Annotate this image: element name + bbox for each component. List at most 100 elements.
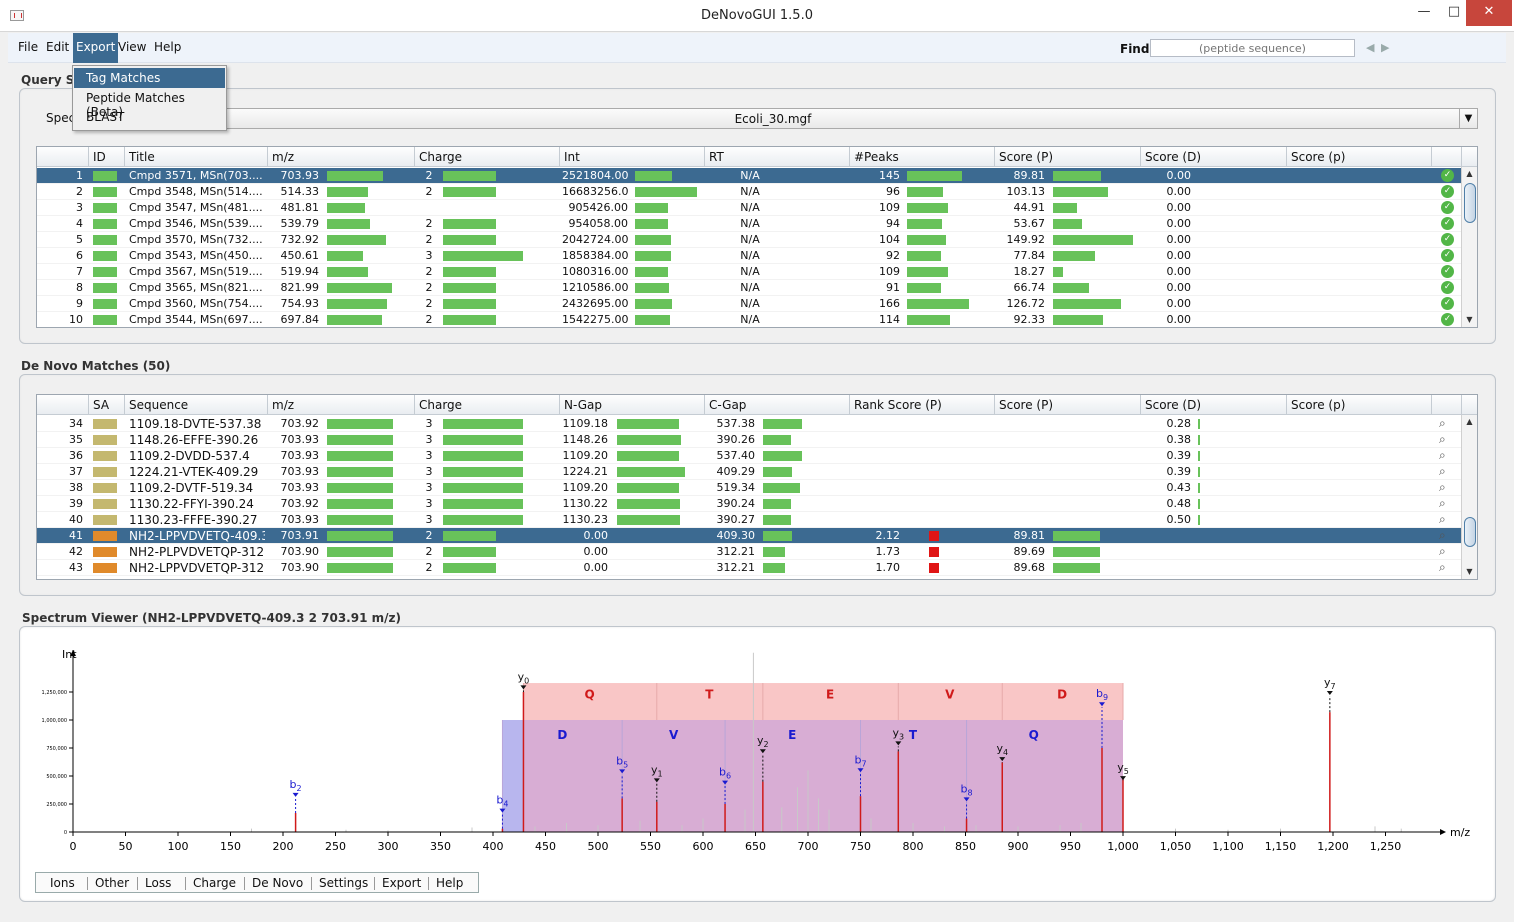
column-header[interactable]: Score (D) (1141, 395, 1287, 415)
column-header[interactable]: #Peaks (850, 147, 995, 167)
magnifier-icon[interactable]: ⌕ (1439, 496, 1446, 510)
table-row[interactable]: 38 1109.2-DVTF-519.34 703.93 3 1109.20 519.34… (37, 480, 1462, 496)
table-row[interactable]: 42 NH2-PLPVDVETQP-312.2 703.90 2 0.00 312.21 1… (37, 544, 1462, 560)
column-header[interactable]: Score (P) (995, 395, 1141, 415)
table-row[interactable]: 6 Cmpd 3543, MSn(450.... 450.61 3 1858384.00… (37, 248, 1462, 264)
scroll-down-icon[interactable]: ▼ (1466, 315, 1473, 324)
column-header[interactable]: Charge (415, 147, 560, 167)
table-row[interactable]: 2 Cmpd 3548, MSn(514.... 514.33 2 16683256.0… (37, 184, 1462, 200)
column-header[interactable]: RT (705, 147, 850, 167)
table-row[interactable]: 7 Cmpd 3567, MSn(519.... 519.94 2 1080316.00… (37, 264, 1462, 280)
spectrum-tab-help[interactable]: Help (436, 876, 464, 890)
table-row[interactable]: 43 NH2-LPPVDVETQP-312.2 703.90 2 0.00 312.21 1… (37, 560, 1462, 576)
scroll-up-icon[interactable]: ▲ (1466, 417, 1473, 426)
column-header[interactable] (1432, 395, 1462, 415)
spectrum-file-select[interactable]: Ecoli_30.mgf ▼ (86, 108, 1478, 129)
column-header[interactable]: Charge (415, 395, 560, 415)
table-row[interactable]: 4 Cmpd 3546, MSn(539.... 539.79 2 954058.00 N… (37, 216, 1462, 232)
column-header[interactable]: N-Gap (560, 395, 705, 415)
column-header[interactable]: C-Gap (705, 395, 850, 415)
magnifier-icon[interactable]: ⌕ (1439, 416, 1446, 430)
column-header[interactable]: Sequence (125, 395, 268, 415)
spectrum-tab-ions[interactable]: Ions (50, 876, 75, 890)
row-int: 954058.00 (568, 217, 629, 230)
column-header[interactable]: m/z (268, 395, 415, 415)
chevron-down-icon[interactable]: ▼ (1459, 109, 1477, 128)
column-header[interactable]: Score (p) (1287, 147, 1432, 167)
magnifier-icon[interactable]: ⌕ (1439, 544, 1446, 558)
spectrum-tab-de-novo[interactable]: De Novo (252, 876, 304, 890)
magnifier-icon[interactable]: ⌕ (1439, 448, 1446, 462)
column-header[interactable]: SA (89, 395, 125, 415)
id-swatch (93, 283, 117, 293)
magnifier-icon[interactable]: ⌕ (1439, 480, 1446, 494)
column-header[interactable]: Title (125, 147, 268, 167)
table-row[interactable]: 5 Cmpd 3570, MSn(732.... 732.92 2 2042724.00… (37, 232, 1462, 248)
row-title: Cmpd 3567, MSn(519.... (129, 265, 263, 278)
menu-bar: File Edit Export View Help Find ◀ ▶ (8, 33, 1506, 63)
column-header[interactable]: Score (D) (1141, 147, 1287, 167)
table-row[interactable]: 10 Cmpd 3544, MSn(697.... 697.84 2 1542275.0… (37, 312, 1462, 327)
column-header[interactable]: Rank Score (P) (850, 395, 995, 415)
scroll-down-icon[interactable]: ▼ (1466, 567, 1473, 576)
find-previous-icon[interactable]: ◀ (1366, 41, 1375, 54)
magnifier-icon[interactable]: ⌕ (1439, 464, 1446, 478)
table-row[interactable]: 41 NH2-LPPVDVETQ-409.3 703.91 2 0.00 409.30 2.… (37, 528, 1462, 544)
scroll-thumb[interactable] (1464, 183, 1476, 223)
spectrum-tab-charge[interactable]: Charge (193, 876, 237, 890)
peaks-bar (907, 315, 950, 325)
menu-export[interactable]: Export (73, 33, 119, 63)
row-score-d: 0.00 (1166, 265, 1192, 278)
table-row[interactable]: 36 1109.2-DVDD-537.4 703.93 3 1109.20 537.40 0… (37, 448, 1462, 464)
ion-label: y4 (996, 742, 1008, 757)
denovo-table-scrollbar[interactable]: ▲ ▼ (1461, 415, 1477, 579)
column-header[interactable]: Score (p) (1287, 395, 1432, 415)
column-header[interactable]: ID (89, 147, 125, 167)
column-header[interactable] (1432, 147, 1462, 167)
export-tag-matches[interactable]: Tag Matches (74, 68, 225, 88)
row-mz: 703.90 (280, 545, 320, 558)
scroll-up-icon[interactable]: ▲ (1466, 169, 1473, 178)
column-header[interactable]: m/z (268, 147, 415, 167)
minimize-button[interactable]: — (1417, 4, 1431, 19)
table-row[interactable]: 8 Cmpd 3565, MSn(821.... 821.99 2 1210586.00… (37, 280, 1462, 296)
table-row[interactable]: 40 1130.23-FFFE-390.27 703.93 3 1130.23 390.2… (37, 512, 1462, 528)
x-tick-label: 50 (119, 840, 133, 853)
table-row[interactable]: 1 Cmpd 3571, MSn(703.... 703.93 2 2521804.00… (37, 168, 1462, 184)
table-row[interactable]: 39 1130.22-FFYI-390.24 703.92 3 1130.22 390.2… (37, 496, 1462, 512)
check-icon: ✓ (1441, 313, 1454, 326)
export-blast[interactable]: BLAST (86, 110, 125, 124)
column-header[interactable]: Int (560, 147, 705, 167)
int-bar (635, 299, 673, 309)
table-row[interactable]: 9 Cmpd 3560, MSn(754.... 754.93 2 2432695.00… (37, 296, 1462, 312)
magnifier-icon[interactable]: ⌕ (1439, 560, 1446, 574)
column-header[interactable] (37, 395, 89, 415)
table-row[interactable]: 37 1224.21-VTEK-409.29 703.93 3 1224.21 409.2… (37, 464, 1462, 480)
menu-view[interactable]: View (118, 40, 147, 54)
close-button[interactable]: ✕ (1466, 0, 1512, 26)
maximize-button[interactable]: □ (1447, 4, 1461, 19)
spectrum-tab-settings[interactable]: Settings (319, 876, 369, 890)
find-next-icon[interactable]: ▶ (1381, 41, 1390, 54)
row-mz: 539.79 (280, 217, 320, 230)
peaks-bar (907, 219, 943, 229)
menu-edit[interactable]: Edit (46, 40, 70, 54)
magnifier-icon[interactable]: ⌕ (1439, 432, 1446, 446)
table-row[interactable]: 3 Cmpd 3547, MSn(481.... 481.81 905426.00 N/… (37, 200, 1462, 216)
column-header[interactable] (37, 147, 89, 167)
menu-help[interactable]: Help (154, 40, 182, 54)
table-row[interactable]: 35 1148.26-EFFE-390.26 703.93 3 1148.26 390.2… (37, 432, 1462, 448)
export-peptide-matches[interactable]: Peptide Matches (Beta) (86, 91, 185, 119)
magnifier-icon[interactable]: ⌕ (1439, 528, 1446, 542)
spectrum-tab-export[interactable]: Export (382, 876, 422, 890)
column-header[interactable]: Score (P) (995, 147, 1141, 167)
menu-file[interactable]: File (18, 40, 39, 54)
find-input[interactable] (1150, 39, 1355, 57)
spectrum-tab-loss[interactable]: Loss (145, 876, 172, 890)
query-table-scrollbar[interactable]: ▲ ▼ (1461, 167, 1477, 327)
spectrum-tab-other[interactable]: Other (95, 876, 130, 890)
scroll-thumb[interactable] (1464, 517, 1476, 547)
table-row[interactable]: 34 1109.18-DVTE-537.38 703.92 3 1109.18 537.3… (37, 416, 1462, 432)
magnifier-icon[interactable]: ⌕ (1439, 512, 1446, 526)
